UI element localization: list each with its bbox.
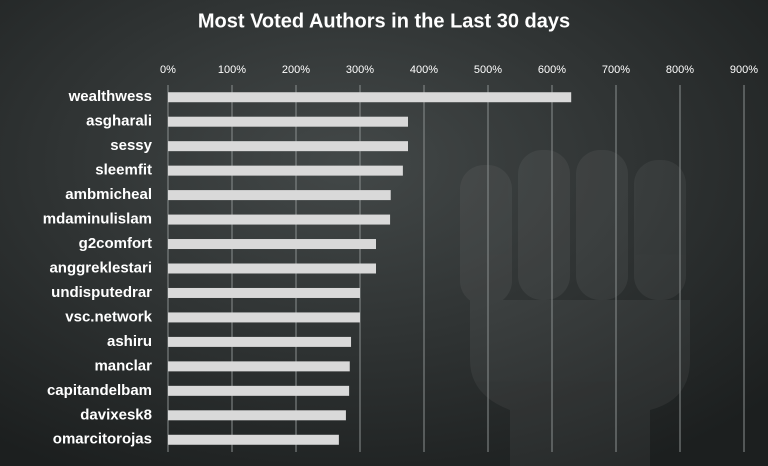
bar [168,165,403,176]
y-tick-label: manclar [94,357,152,374]
y-tick-label: g2comfort [79,235,152,252]
x-tick-label: 300% [346,64,374,76]
x-tick-label: 600% [538,64,566,76]
bar [168,116,408,127]
bar [168,361,350,372]
chart-title: Most Voted Authors in the Last 30 days [198,10,570,32]
y-tick-label: ambmicheal [65,186,152,203]
y-tick-label: omarcitorojas [53,431,152,448]
y-tick-label: davixesk8 [80,406,152,423]
x-tick-label: 200% [282,64,310,76]
y-tick-label: capitandelbam [47,382,152,399]
x-tick-label: 900% [730,64,758,76]
bar [168,263,376,274]
bar [168,410,346,421]
bar [168,312,360,323]
x-tick-label: 500% [474,64,502,76]
bar [168,92,572,103]
bar [168,434,339,445]
bar [168,336,352,347]
y-tick-label: anggreklestari [49,259,152,276]
y-tick-label: sleemfit [95,162,152,179]
bar [168,141,408,152]
bar [168,287,360,298]
y-tick-label: wealthwess [68,88,152,105]
y-tick-label: vsc.network [65,308,152,325]
x-tick-label: 800% [666,64,694,76]
y-tick-label: ashiru [107,333,152,350]
x-tick-label: 700% [602,64,630,76]
x-tick-label: 400% [410,64,438,76]
bar [168,214,391,225]
y-tick-label: mdaminulislam [43,211,152,228]
x-tick-label: 100% [218,64,246,76]
bar [168,239,376,250]
fist-watermark [460,150,690,466]
bar [168,190,391,201]
x-tick-label: 0% [160,64,176,76]
y-tick-label: asgharali [86,113,152,130]
y-tick-label: undisputedrar [51,284,152,301]
y-tick-label: sessy [110,137,152,154]
bar [168,385,350,396]
